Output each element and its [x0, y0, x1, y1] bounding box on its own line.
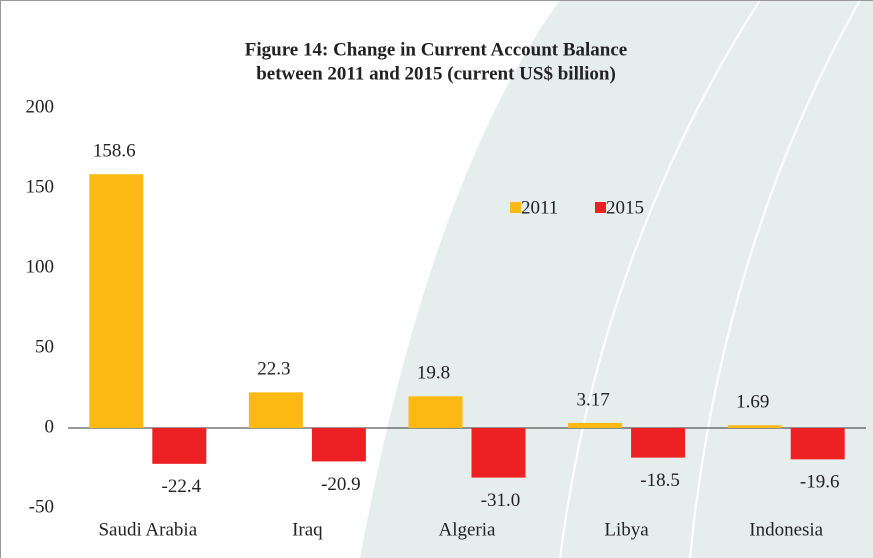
bar — [568, 422, 623, 428]
bar — [152, 428, 207, 464]
y-tick-label: -50 — [29, 496, 54, 517]
bar — [727, 425, 782, 428]
data-label: -31.0 — [481, 490, 521, 511]
chart-title: between 2011 and 2015 (current US$ billi… — [256, 63, 616, 84]
y-tick-label: 0 — [45, 416, 55, 437]
data-label: 22.3 — [257, 359, 290, 380]
chart-title: Figure 14: Change in Current Account Bal… — [245, 39, 627, 60]
y-tick-label: 200 — [26, 96, 55, 117]
x-tick-label: Libya — [604, 519, 649, 540]
data-label: -19.6 — [800, 472, 840, 493]
data-label: 158.6 — [93, 141, 136, 162]
y-tick-label: 150 — [26, 176, 55, 197]
x-tick-label: Algeria — [439, 519, 497, 540]
legend-swatch — [510, 202, 521, 213]
bar — [471, 428, 526, 478]
data-label: -20.9 — [321, 474, 361, 495]
data-label: -22.4 — [162, 476, 202, 497]
legend-label: 2011 — [521, 197, 558, 218]
bar — [631, 428, 686, 458]
data-label: 3.17 — [576, 389, 609, 410]
y-tick-label: 50 — [35, 336, 54, 357]
bar — [248, 392, 303, 428]
legend-label: 2015 — [606, 197, 644, 218]
data-label: 19.8 — [417, 363, 450, 384]
y-tick-label: 100 — [26, 256, 55, 277]
decor-curve — [559, 0, 761, 558]
bar — [311, 428, 366, 462]
bar — [89, 174, 144, 428]
data-label: 1.69 — [736, 392, 769, 413]
legend-swatch — [595, 202, 606, 213]
bar — [408, 396, 463, 428]
bar — [790, 428, 845, 460]
x-tick-label: Iraq — [292, 519, 323, 540]
x-tick-label: Indonesia — [749, 519, 823, 540]
background-shape — [360, 0, 873, 558]
decor-curve — [689, 0, 861, 558]
x-tick-label: Saudi Arabia — [98, 519, 197, 540]
data-label: -18.5 — [640, 470, 680, 491]
